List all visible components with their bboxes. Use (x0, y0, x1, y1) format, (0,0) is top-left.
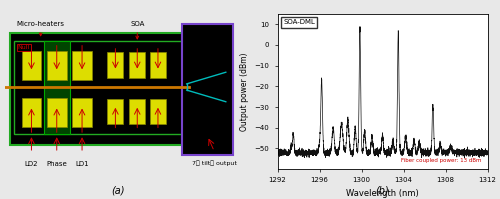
Bar (22, 98, 41, 127)
Text: 7도 tilt된 output: 7도 tilt된 output (192, 161, 236, 166)
Bar (108, 52, 124, 78)
Text: (a): (a) (111, 185, 124, 195)
Bar (47, 51, 66, 80)
Text: (b): (b) (376, 185, 390, 195)
Text: Phase: Phase (46, 161, 67, 167)
Bar (129, 52, 146, 78)
Text: SOA: SOA (130, 21, 144, 39)
Bar (22, 51, 41, 80)
Bar (10, 33, 230, 145)
Bar (182, 24, 232, 154)
Y-axis label: Output power (dBm): Output power (dBm) (240, 52, 248, 131)
Text: LD1: LD1 (75, 161, 89, 167)
Bar (47, 98, 66, 127)
Bar (108, 99, 124, 124)
Text: Null: Null (18, 45, 30, 50)
Text: LD2: LD2 (24, 161, 38, 167)
Bar (150, 99, 166, 124)
Bar (72, 51, 92, 80)
Bar (129, 99, 146, 124)
Text: Micro-heaters: Micro-heaters (16, 21, 64, 36)
X-axis label: Wavelength (nm): Wavelength (nm) (346, 189, 419, 198)
Legend: SOA-DML: SOA-DML (281, 17, 317, 28)
Bar (150, 52, 166, 78)
Text: Fiber coupled power: 13 dBm: Fiber coupled power: 13 dBm (400, 158, 481, 163)
Bar (72, 98, 92, 127)
Bar (14, 41, 182, 134)
Bar (44, 41, 70, 134)
